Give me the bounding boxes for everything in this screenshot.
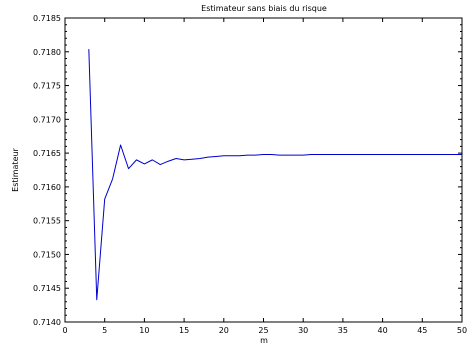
x-tick-label: 50 bbox=[457, 326, 467, 335]
y-tick-label: 0.7165 bbox=[33, 149, 61, 158]
y-axis: 0.7140 0.7145 0.7150 0.7155 0.7160 0.7165 0.71… bbox=[33, 14, 462, 327]
x-tick-label: 35 bbox=[338, 326, 348, 335]
x-axis-label: m bbox=[260, 336, 268, 345]
y-tick-label: 0.7145 bbox=[33, 284, 61, 293]
x-tick-label: 15 bbox=[179, 326, 189, 335]
y-tick-label: 0.7155 bbox=[33, 217, 61, 226]
y-tick-label: 0.7150 bbox=[33, 250, 61, 259]
x-tick-label: 10 bbox=[139, 326, 149, 335]
x-tick-label: 40 bbox=[378, 326, 388, 335]
y-tick-label: 0.7140 bbox=[33, 318, 61, 327]
y-tick-label: 0.7185 bbox=[33, 14, 61, 23]
x-tick-label: 5 bbox=[102, 326, 107, 335]
x-tick-label: 0 bbox=[62, 326, 67, 335]
chart-title: Estimateur sans biais du risque bbox=[201, 4, 327, 13]
y-tick-label: 0.7160 bbox=[33, 183, 61, 192]
x-tick-label: 30 bbox=[298, 326, 308, 335]
y-axis-label: Estimateur bbox=[11, 147, 20, 191]
x-tick-label: 20 bbox=[219, 326, 229, 335]
x-tick-label: 45 bbox=[417, 326, 427, 335]
x-axis: 0 5 10 15 20 25 30 35 40 45 50 bbox=[62, 18, 467, 335]
x-tick-label: 25 bbox=[258, 326, 268, 335]
y-tick-label: 0.7175 bbox=[33, 82, 61, 91]
y-tick-label: 0.7170 bbox=[33, 115, 61, 124]
series-line bbox=[88, 49, 462, 301]
y-tick-label: 0.7180 bbox=[33, 48, 61, 57]
plot-area bbox=[64, 17, 463, 323]
series-layer bbox=[88, 49, 462, 301]
